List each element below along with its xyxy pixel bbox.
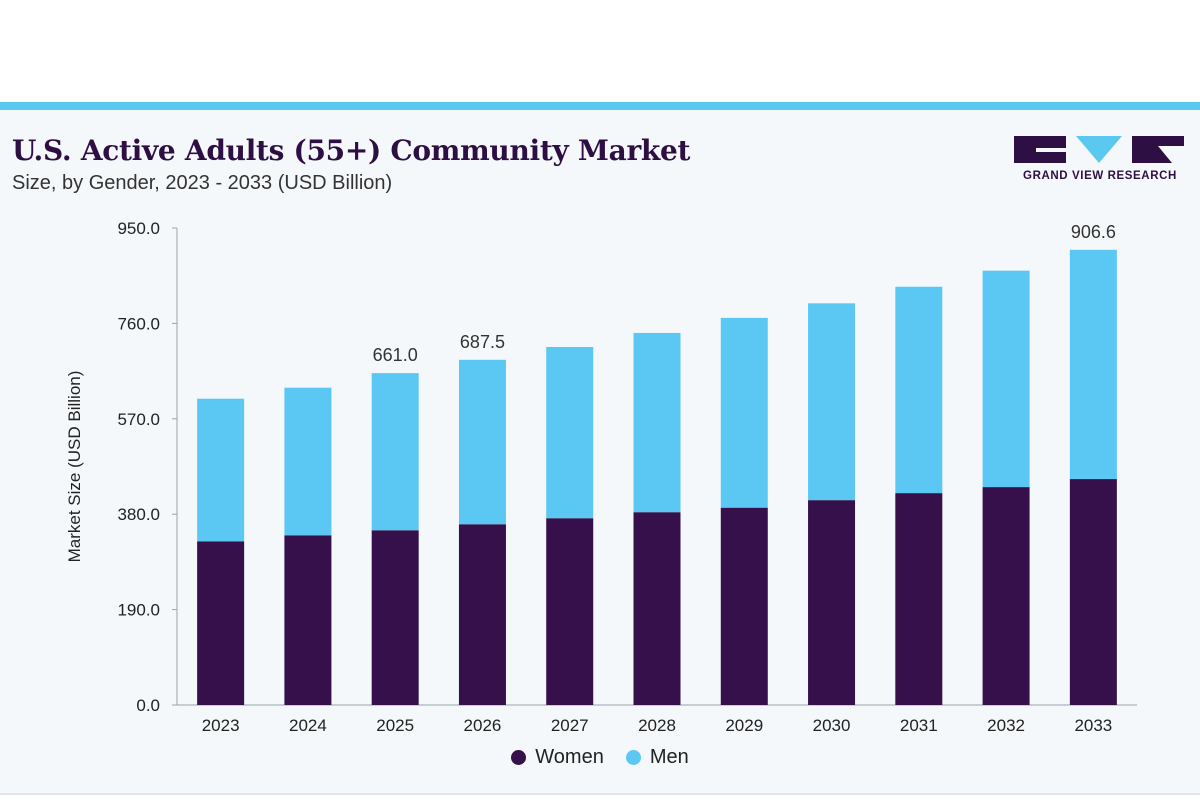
logo-text: GRAND VIEW RESEARCH [1023, 170, 1177, 182]
bar-men-2027 [546, 346, 594, 519]
bottom-divider [0, 793, 1200, 795]
legend-swatch-women [511, 750, 527, 765]
bar-women-2033 [1069, 479, 1117, 705]
legend-item-women: Women [511, 746, 604, 769]
stacked-bar-chart: 0.0 190.0 380.0 570.0 760.0 950.0 Market Size … [65, 219, 1137, 735]
x-tick-label-2025: 2025 [376, 716, 414, 735]
bar-women-2029 [720, 507, 768, 705]
bar-women-2024 [284, 535, 332, 705]
bar-men-2026 [458, 359, 506, 525]
legend-label-men: Men [649, 746, 689, 768]
bar-women-2027 [546, 518, 594, 705]
bar-men-2032 [982, 270, 1030, 488]
bar-women-2030 [808, 500, 856, 705]
y-tick-label: 570.0 [117, 410, 160, 429]
x-tick-label-2032: 2032 [987, 716, 1025, 735]
bar-men-2028 [633, 332, 681, 513]
chart-subtitle: Size, by Gender, 2023 - 2033 (USD Billio… [12, 172, 393, 194]
legend-item-men: Men [625, 746, 689, 769]
bar-women-2032 [982, 487, 1030, 705]
legend-swatch-men [625, 750, 641, 765]
y-tick-label: 760.0 [117, 314, 160, 333]
bar-men-2033 [1069, 249, 1117, 480]
x-tick-label-2029: 2029 [725, 716, 763, 735]
bar-men-2031 [895, 286, 943, 494]
x-tick-label-2031: 2031 [900, 716, 938, 735]
bar-women-2023 [197, 541, 245, 705]
x-tick-label-2027: 2027 [551, 716, 589, 735]
x-tick-label-2030: 2030 [813, 716, 851, 735]
bar-men-2030 [808, 303, 856, 501]
x-tick-label-2026: 2026 [464, 716, 502, 735]
bar-women-2025 [371, 530, 419, 705]
y-axis-title: Market Size (USD Billion) [65, 371, 84, 563]
bar-women-2026 [458, 524, 506, 705]
chart-legend: Women Men [0, 746, 1200, 769]
grand-view-research-logo-icon [1014, 136, 1184, 163]
top-accent-bar [0, 102, 1200, 110]
x-tick-label-2033: 2033 [1074, 716, 1112, 735]
x-tick-label-2024: 2024 [289, 716, 327, 735]
data-label-2026: 687.5 [460, 332, 505, 352]
bar-men-2023 [197, 398, 245, 542]
chart-title: U.S. Active Adults (55+) Community Marke… [12, 134, 691, 167]
bar-men-2029 [720, 317, 768, 508]
data-label-2025: 661.0 [373, 345, 418, 365]
x-tick-label-2028: 2028 [638, 716, 676, 735]
y-tick-label: 190.0 [117, 601, 160, 620]
legend-label-women: Women [535, 746, 604, 768]
y-tick-label: 380.0 [117, 505, 160, 524]
x-tick-label-2023: 2023 [202, 716, 240, 735]
bar-women-2031 [895, 493, 943, 705]
bar-men-2025 [371, 373, 419, 531]
data-label-2033: 906.6 [1071, 222, 1116, 242]
bar-men-2024 [284, 387, 332, 536]
y-tick-label: 950.0 [117, 219, 160, 238]
bar-women-2028 [633, 512, 681, 705]
y-tick-label: 0.0 [136, 696, 160, 715]
